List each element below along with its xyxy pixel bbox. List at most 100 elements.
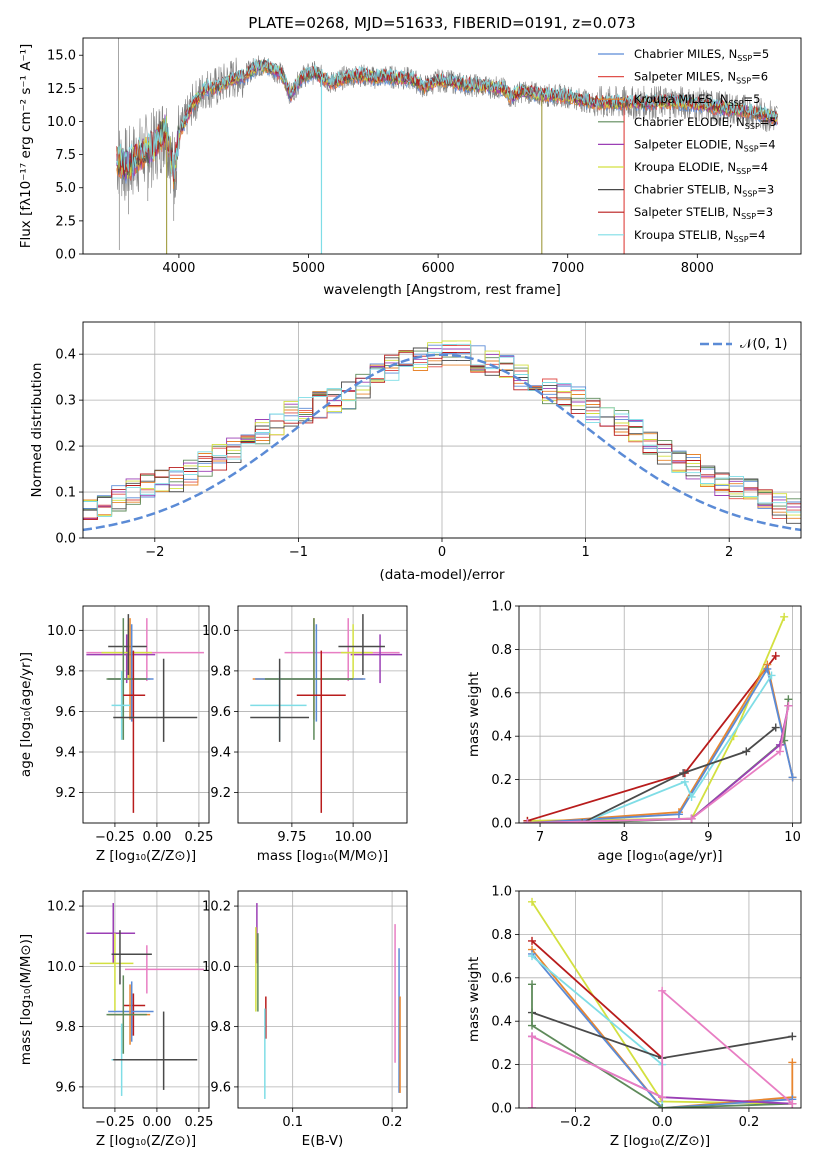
x-tick-label: 4000 — [162, 261, 195, 276]
massweight-marker — [674, 810, 683, 819]
massweight_vs_Z-lines — [528, 897, 797, 1108]
y-tick-label: 0.0 — [491, 817, 512, 832]
massweight-marker — [788, 1058, 797, 1067]
massweight-marker — [680, 777, 689, 786]
residuals-axes: −2 −1 0 1 2 0.0 0.1 0.2 0.3 0.4 — [55, 322, 801, 560]
y-tick-label: 9.6 — [55, 705, 76, 720]
y-tick-label: 0.0 — [55, 532, 76, 547]
spectrum-axes: 4000 5000 6000 7000 8000 0.0 2.5 5.0 7.5 10.0 12.5… — [47, 49, 714, 276]
x-tick-label: 9 — [704, 830, 712, 845]
y-tick-label: 5.0 — [55, 181, 76, 196]
massweight-line-1 — [531, 940, 663, 1059]
y-tick-label: 9.8 — [210, 1020, 231, 1035]
legend-label: Kroupa ELODIE, NSSP=4 — [634, 160, 768, 176]
legend-label: Chabrier ELODIE, NSSP=5 — [634, 115, 777, 131]
y-tick-label: 1.0 — [491, 885, 512, 900]
y-tick-label: 10.0 — [47, 960, 76, 975]
x-tick-label: 7 — [536, 830, 544, 845]
x-tick-label: 1 — [581, 545, 589, 560]
y-tick-label: 10.0 — [202, 960, 231, 975]
x-tick-label: 2 — [725, 545, 733, 560]
x-axis-label: Z [log₁₀(Z/Z⊙)] — [96, 1133, 196, 1149]
y-tick-label: 0.4 — [491, 730, 512, 745]
age_vs_mass-axes: 9.75 10.00 9.2 9.4 9.6 9.8 10.0 — [202, 606, 407, 845]
x-axis-label: (data-model)/error — [379, 567, 505, 583]
massweight-marker — [780, 612, 789, 621]
legend-label: Salpeter ELODIE, NSSP=4 — [634, 137, 776, 153]
massweight-marker — [788, 1032, 797, 1041]
y-tick-label: 0.4 — [55, 348, 76, 363]
residual-hist-5 — [83, 340, 801, 523]
x-tick-label: 0.2 — [382, 1115, 403, 1130]
mass_vs_EBV-frame — [237, 890, 408, 1109]
age_vs_mass-frame — [237, 605, 408, 824]
x-tick-label: 0.00 — [142, 830, 171, 845]
y-tick-label: 1.0 — [491, 600, 512, 615]
x-axis-label: Z [log₁₀(Z/Z⊙)] — [96, 848, 196, 864]
massweight-marker — [788, 773, 797, 782]
age_vs_mass-points — [250, 614, 403, 813]
massweight-marker — [528, 980, 537, 989]
residual-histograms — [83, 340, 801, 532]
y-tick-label: 0.4 — [491, 1015, 512, 1030]
y-tick-label: 9.2 — [210, 786, 231, 801]
massweight-marker — [742, 747, 751, 756]
gaussian-legend-label: 𝒩(0, 1) — [740, 337, 787, 352]
y-axis-label: Flux [fλ10⁻¹⁷ erg cm⁻² s⁻¹ A⁻¹] — [18, 44, 34, 249]
residual-hist-4 — [83, 348, 801, 523]
massweight_vs_Z-frame — [518, 890, 802, 1109]
legend-label: Salpeter MILES, NSSP=6 — [634, 70, 768, 86]
model-spectrum-8 — [116, 58, 778, 179]
massweight_vs_age-axes: 7 8 9 10 0.0 0.2 0.4 0.6 0.8 1.0 — [491, 600, 801, 845]
massweight-marker — [658, 1104, 667, 1108]
residual-hist-6 — [83, 347, 801, 524]
legend-label: Kroupa MILES, NSSP=5 — [634, 92, 760, 108]
massweight-marker — [523, 819, 532, 823]
massweight-marker — [775, 747, 784, 756]
mass_vs_Z-axes: −0.25 0.00 0.25 9.6 9.8 10.0 10.2 — [47, 891, 213, 1130]
age_vs_Z-points — [86, 614, 204, 813]
massweight-marker — [784, 701, 793, 710]
massweight-marker — [771, 723, 780, 732]
legend-label: Salpeter STELIB, NSSP=3 — [634, 205, 773, 221]
massweight-marker — [528, 897, 537, 906]
massweight-line-5 — [581, 726, 777, 823]
x-tick-label: 8 — [620, 830, 628, 845]
y-axis-label: mass [log₁₀(M/M⊙)] — [18, 934, 34, 1065]
y-tick-label: 10.0 — [202, 624, 231, 639]
x-tick-label: −2 — [145, 545, 164, 560]
x-axis-label: wavelength [Angstrom, rest frame] — [323, 282, 561, 298]
spectrum-legend: Chabrier MILES, NSSP=5 Salpeter MILES, NS… — [598, 47, 777, 244]
residual-hist-8 — [83, 343, 801, 523]
x-tick-label: 6000 — [422, 261, 455, 276]
massweight_vs_Z-axes: −0.2 0.0 0.2 0.0 0.2 0.4 0.6 0.8 1.0 — [491, 885, 801, 1130]
legend-label: Kroupa STELIB, NSSP=4 — [634, 228, 765, 244]
residual-frame — [82, 321, 802, 539]
age_vs_Z-frame — [82, 605, 210, 824]
mass_vs_EBV-points — [255, 903, 401, 1099]
y-tick-label: 9.4 — [55, 746, 76, 761]
x-tick-label: 10.00 — [335, 830, 372, 845]
massweight-marker — [771, 651, 780, 660]
residual-hist-2 — [83, 360, 801, 523]
y-tick-label: 9.6 — [210, 705, 231, 720]
x-tick-label: 8000 — [681, 261, 714, 276]
massweight_vs_age-lines — [523, 612, 797, 823]
y-tick-label: 9.4 — [210, 746, 231, 761]
y-tick-label: 9.8 — [55, 664, 76, 679]
y-tick-label: 9.8 — [210, 664, 231, 679]
massweight-line-4 — [581, 674, 773, 823]
y-tick-label: 15.0 — [47, 49, 76, 64]
legend-label: Chabrier MILES, NSSP=5 — [634, 47, 769, 63]
y-tick-label: 0.8 — [491, 928, 512, 943]
x-tick-label: 0.00 — [142, 1115, 171, 1130]
x-tick-label: 0.25 — [184, 1115, 213, 1130]
mass_vs_Z-points — [86, 903, 204, 1096]
massweight-marker — [687, 814, 696, 823]
y-tick-label: 0.1 — [55, 486, 76, 501]
massweight_vs_age-frame — [518, 605, 802, 824]
y-tick-label: 0.2 — [491, 773, 512, 788]
massweight-line-3 — [527, 666, 794, 823]
massweight-line-2 — [527, 662, 794, 823]
